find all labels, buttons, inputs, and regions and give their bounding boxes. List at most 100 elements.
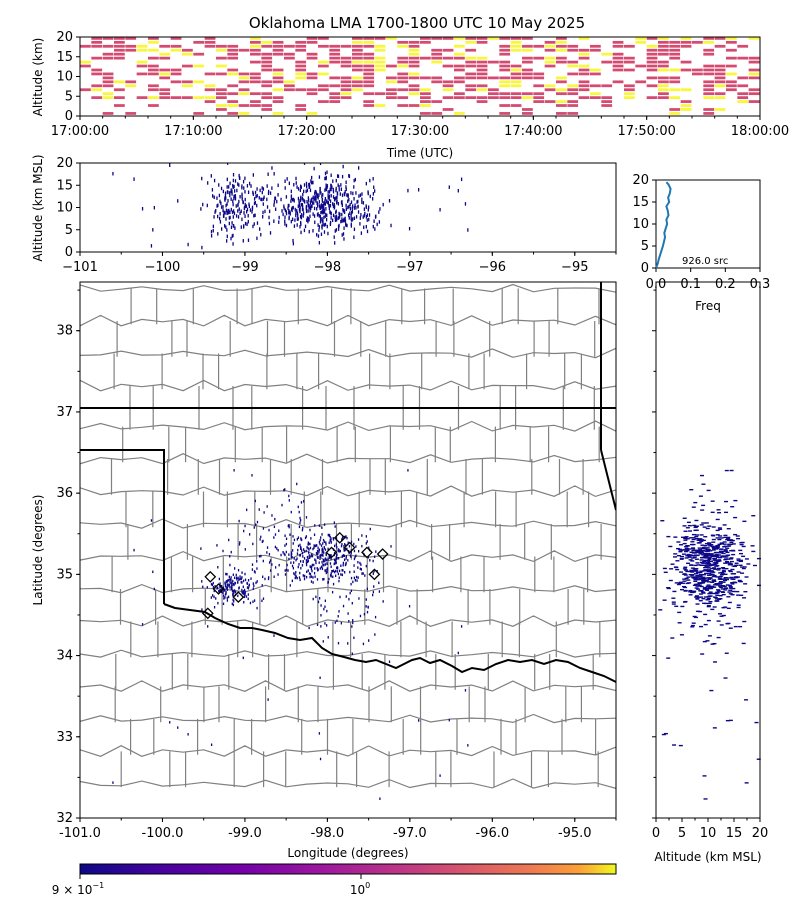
xtick-label: −100 <box>145 260 181 275</box>
source-point <box>150 244 153 248</box>
source-point <box>298 576 301 579</box>
source-point <box>288 216 290 221</box>
xtick-label: −97 <box>396 260 423 275</box>
raster-cell <box>465 64 477 68</box>
source-point <box>361 572 363 575</box>
raster-cell <box>442 37 454 40</box>
source-point <box>299 516 301 520</box>
source-point <box>367 606 369 609</box>
source-point <box>336 199 338 204</box>
raster-cell <box>601 104 613 107</box>
source-point <box>218 216 221 221</box>
source-point <box>305 516 308 519</box>
source-point <box>685 570 690 573</box>
source-point <box>212 585 215 589</box>
source-point <box>333 205 335 210</box>
source-point <box>212 224 215 229</box>
source-point <box>244 176 246 181</box>
source-point <box>704 570 709 572</box>
source-point <box>355 575 358 579</box>
source-point <box>727 564 732 566</box>
source-point <box>326 224 328 229</box>
source-point <box>201 608 203 611</box>
source-point <box>332 569 335 573</box>
raster-cell <box>510 76 522 80</box>
source-point <box>234 196 237 201</box>
source-point <box>217 203 219 208</box>
source-point <box>226 202 228 206</box>
source-point <box>351 206 353 210</box>
source-point <box>739 594 744 597</box>
source-point <box>701 483 706 485</box>
source-point <box>326 562 328 565</box>
source-point <box>361 544 363 548</box>
source-point <box>313 546 315 550</box>
raster-cell <box>431 80 443 84</box>
source-point <box>234 581 236 585</box>
source-point <box>751 515 756 517</box>
source-point <box>268 209 271 214</box>
source-point <box>274 545 277 549</box>
source-point <box>334 198 336 202</box>
source-point <box>341 573 343 577</box>
source-point <box>716 554 721 556</box>
source-point <box>305 561 308 565</box>
source-point <box>308 626 310 630</box>
source-point <box>333 552 336 555</box>
source-point <box>302 548 305 551</box>
raster-cell <box>363 92 375 96</box>
source-point <box>311 201 314 205</box>
source-point <box>342 561 345 565</box>
source-point <box>246 207 249 212</box>
source-point <box>301 207 304 211</box>
ytick-label: 15 <box>56 50 73 65</box>
source-point <box>302 211 305 216</box>
raster-cell <box>590 72 601 76</box>
source-point <box>359 567 361 571</box>
source-point <box>285 550 287 554</box>
source-point <box>695 562 700 564</box>
source-point <box>233 589 236 592</box>
source-point <box>266 184 268 188</box>
source-point <box>692 556 697 559</box>
source-point <box>251 474 253 477</box>
source-point <box>256 236 258 241</box>
source-point <box>303 183 306 187</box>
source-point <box>254 571 256 574</box>
source-point <box>308 572 311 575</box>
county-boundary <box>80 518 616 529</box>
source-point <box>329 220 332 225</box>
xtick-label: -95.0 <box>558 826 592 841</box>
source-point <box>741 567 746 570</box>
source-point <box>177 199 179 203</box>
source-point <box>666 587 671 589</box>
source-point <box>707 586 712 589</box>
source-point <box>227 579 229 582</box>
raster-cell <box>272 44 284 48</box>
source-point <box>321 217 323 221</box>
raster-cell <box>714 68 726 72</box>
source-point <box>299 543 301 547</box>
raster-cell <box>386 76 397 80</box>
source-point <box>716 567 721 570</box>
source-point <box>243 588 246 592</box>
source-point <box>333 562 335 566</box>
source-point <box>731 572 736 575</box>
raster-cell <box>363 52 375 56</box>
source-point <box>689 551 694 553</box>
source-point <box>719 615 724 617</box>
source-point <box>234 226 236 230</box>
source-point <box>331 570 333 573</box>
source-point <box>683 574 688 576</box>
raster-cell <box>646 56 658 60</box>
source-point <box>227 198 229 203</box>
raster-cell <box>703 96 715 100</box>
source-point <box>357 538 360 541</box>
source-point <box>268 576 270 579</box>
county-boundary <box>80 379 616 392</box>
source-point <box>702 560 707 563</box>
raster-cell <box>125 84 137 88</box>
raster-cell <box>646 52 658 56</box>
source-point <box>702 775 707 777</box>
source-point <box>345 557 347 560</box>
